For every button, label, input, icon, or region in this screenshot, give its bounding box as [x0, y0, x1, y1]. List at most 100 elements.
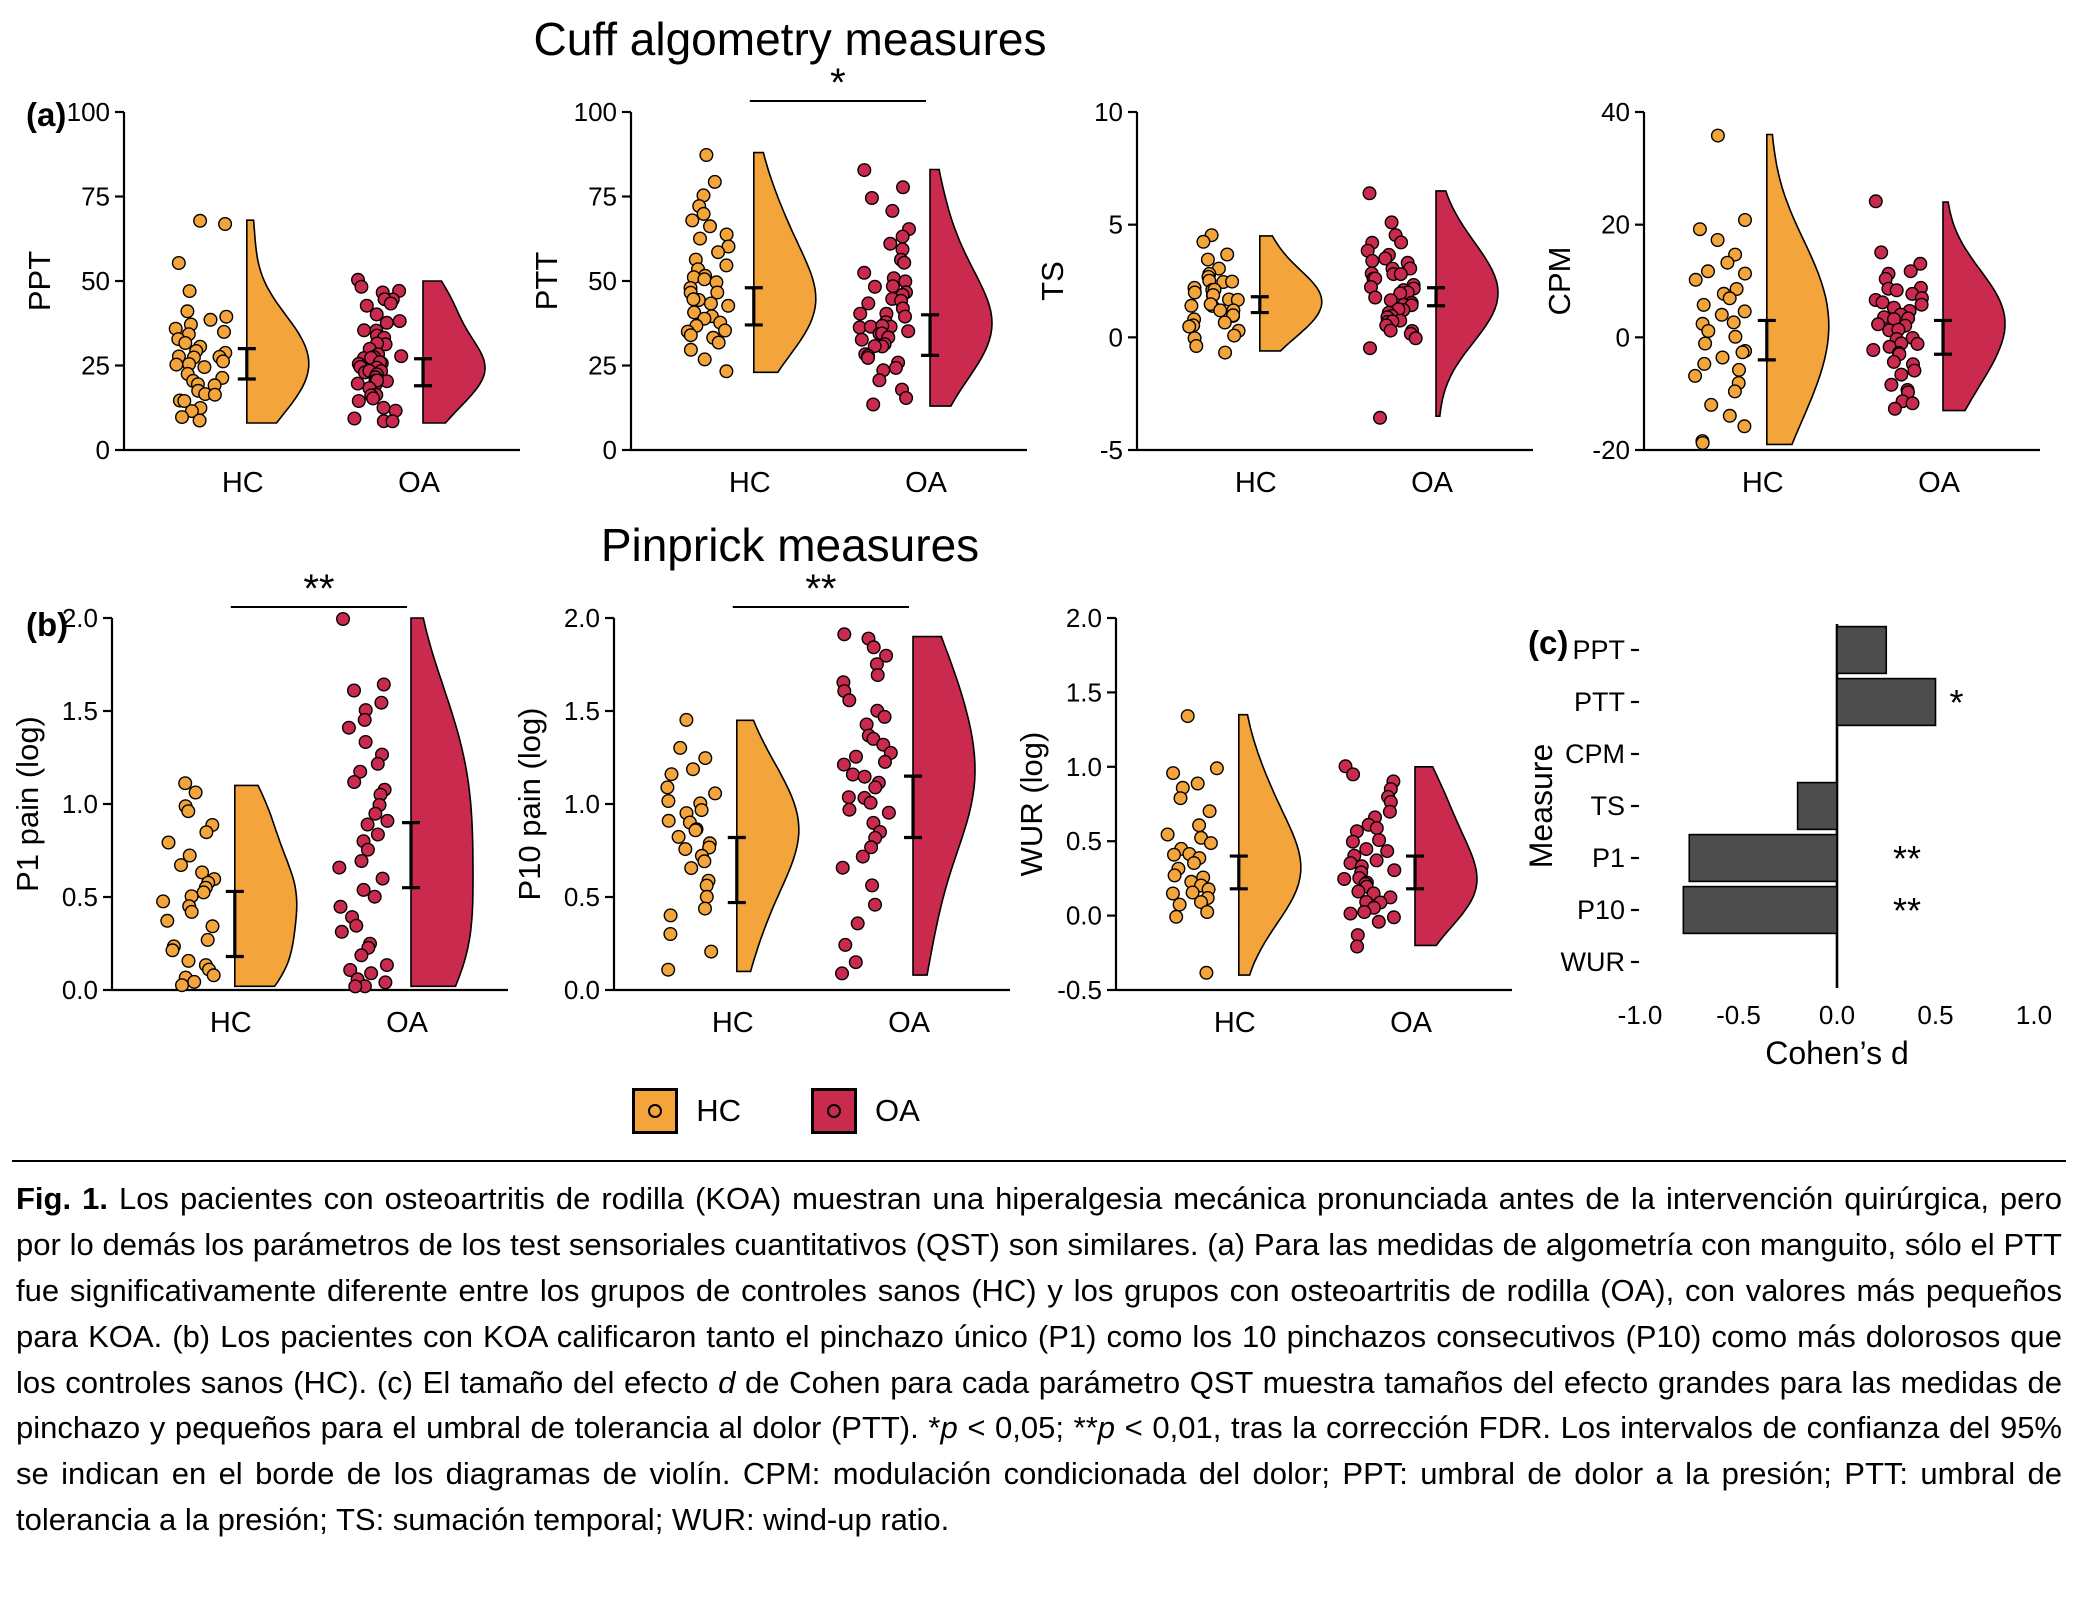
chart-ts: -5 0 5 10 TS HC OA: [1041, 97, 1534, 499]
svg-text:WUR (log): WUR (log): [1020, 732, 1049, 877]
violin-ppt-HC: [246, 219, 310, 424]
chart-panel-ppt: 0 25 50 75 100 PPT HC OA: [28, 68, 528, 514]
svg-text:**: **: [1893, 838, 1921, 879]
svg-text:1.5: 1.5: [62, 696, 98, 726]
svg-text:OA: OA: [1918, 467, 1961, 499]
bar-TS: [1796, 781, 1838, 831]
legend-swatch-hc: [632, 1088, 679, 1134]
violin-ts-OA: [1435, 190, 1500, 417]
violin-p1-HC: [234, 784, 298, 988]
svg-text:-20: -20: [1592, 435, 1630, 465]
svg-text:2.0: 2.0: [564, 603, 600, 633]
svg-text:*: *: [1950, 682, 1964, 723]
caption-divider: [12, 1160, 2066, 1162]
svg-text:75: 75: [588, 182, 617, 212]
panel-b-label: (b): [26, 606, 69, 643]
svg-text:HC: HC: [729, 467, 771, 499]
chart-cohend: PPT PTT * CPM TS P1 ** P10 ** WUR -1.0 -0.5 0.0 0.5 1.…: [1523, 624, 2052, 1071]
chart-panel-cpm: -20 0 20 40 CPM HC OA: [1548, 68, 2048, 514]
violin-wur-HC: [1238, 713, 1302, 976]
svg-text:HC: HC: [1235, 467, 1277, 499]
chart-panel-p10: 0.0 0.5 1.0 1.5 2.0 P10 pain (log) HC OA **: [518, 574, 1018, 1054]
figure-title-pinprick: Pinprick measures: [600, 519, 980, 571]
svg-text:0: 0: [1616, 322, 1630, 352]
chart-ptt: 0 25 50 75 100 PTT HC OA *: [535, 68, 1027, 499]
svg-text:HC: HC: [1742, 467, 1784, 499]
svg-text:0.0: 0.0: [564, 975, 600, 1005]
bar-PPT: [1836, 625, 1888, 675]
caption-figure-label: Fig. 1.: [16, 1181, 108, 1216]
svg-text:40: 40: [1601, 97, 1630, 127]
svg-text:**: **: [303, 574, 334, 611]
svg-text:1.0: 1.0: [1066, 752, 1102, 782]
svg-text:2.0: 2.0: [62, 603, 98, 633]
svg-text:75: 75: [81, 182, 110, 212]
svg-text:2.0: 2.0: [1066, 603, 1102, 633]
svg-text:1.0: 1.0: [564, 789, 600, 819]
svg-text:PTT: PTT: [535, 252, 564, 311]
svg-text:TS: TS: [1041, 261, 1070, 301]
svg-text:0: 0: [96, 435, 110, 465]
svg-text:PTT: PTT: [1574, 687, 1625, 717]
violin-ptt-OA: [928, 168, 993, 407]
svg-text:OA: OA: [398, 467, 441, 499]
violin-p10-OA: [912, 635, 976, 976]
svg-text:-5: -5: [1100, 435, 1123, 465]
svg-text:0: 0: [602, 435, 616, 465]
svg-text:HC: HC: [712, 1007, 754, 1039]
svg-text:0.0: 0.0: [62, 975, 98, 1005]
svg-text:0.5: 0.5: [564, 882, 600, 912]
chart-panel-ptt: 0 25 50 75 100 PTT HC OA *: [535, 68, 1035, 514]
chart-legend: HC OA: [16, 1088, 1536, 1134]
svg-text:0.5: 0.5: [1917, 1000, 1953, 1030]
svg-text:HC: HC: [1214, 1007, 1256, 1039]
chart-cpm: -20 0 20 40 CPM HC OA: [1548, 97, 2040, 499]
bar-P1: [1688, 833, 1838, 883]
svg-text:1.0: 1.0: [2016, 1000, 2052, 1030]
row-cuff-panels: 0 25 50 75 100 PPT HC OA 0 25 50 75 100 PTT HC OA * -5 0…: [0, 68, 2078, 514]
figure-title-cuff: Cuff algometry measures: [533, 13, 1047, 65]
svg-text:OA: OA: [905, 467, 948, 499]
svg-text:1.5: 1.5: [564, 696, 600, 726]
bar-PTT: [1836, 677, 1937, 727]
chart-p10: 0.0 0.5 1.0 1.5 2.0 P10 pain (log) HC OA **: [518, 574, 1010, 1039]
svg-text:HC: HC: [210, 1007, 252, 1039]
violin-p10-HC: [736, 719, 800, 973]
panel-c-label: (c): [1528, 624, 1569, 661]
svg-text:P1 pain (log): P1 pain (log): [16, 716, 45, 892]
svg-text:P10 pain (log): P10 pain (log): [518, 707, 547, 900]
svg-text:1.5: 1.5: [1066, 677, 1102, 707]
chart-panel-ts: -5 0 5 10 TS HC OA: [1041, 68, 1541, 514]
svg-text:25: 25: [588, 351, 617, 381]
svg-text:0.0: 0.0: [1819, 1000, 1855, 1030]
violin-p1-OA: [410, 617, 474, 988]
svg-text:-0.5: -0.5: [1057, 975, 1102, 1005]
violin-ts-HC: [1259, 235, 1323, 352]
svg-text:Cohen’s d: Cohen’s d: [1765, 1035, 1909, 1071]
svg-text:OA: OA: [1390, 1007, 1433, 1039]
svg-text:PPT: PPT: [28, 251, 57, 311]
svg-text:CPM: CPM: [1548, 247, 1577, 316]
legend-swatch-oa: [810, 1088, 857, 1134]
svg-text:100: 100: [573, 97, 616, 127]
chart-ppt: 0 25 50 75 100 PPT HC OA: [28, 97, 520, 499]
violin-cpm-OA: [1942, 201, 2006, 412]
violin-cpm-HC: [1765, 133, 1830, 446]
row-pinprick-panels: 0.0 0.5 1.0 1.5 2.0 P1 pain (log) HC OA ** 0.0 0.…: [0, 574, 2078, 1080]
svg-text:100: 100: [67, 97, 110, 127]
violin-ptt-HC: [752, 151, 817, 374]
panel-a-label: (a): [26, 96, 67, 133]
svg-text:**: **: [1893, 890, 1921, 931]
chart-panel-wur: -0.5 0.0 0.5 1.0 1.5 2.0 WUR (log) HC OA: [1020, 574, 1520, 1054]
svg-text:50: 50: [588, 266, 617, 296]
svg-text:0.0: 0.0: [1066, 901, 1102, 931]
svg-text:OA: OA: [888, 1007, 931, 1039]
violin-ppt-OA: [422, 280, 486, 424]
chart-p1: 0.0 0.5 1.0 1.5 2.0 P1 pain (log) HC OA **: [16, 574, 508, 1039]
svg-text:OA: OA: [1411, 467, 1454, 499]
legend-label-hc: HC: [696, 1093, 741, 1128]
svg-text:20: 20: [1601, 210, 1630, 240]
legend-label-oa: OA: [874, 1093, 920, 1128]
svg-text:TS: TS: [1590, 791, 1625, 821]
svg-text:1.0: 1.0: [62, 789, 98, 819]
